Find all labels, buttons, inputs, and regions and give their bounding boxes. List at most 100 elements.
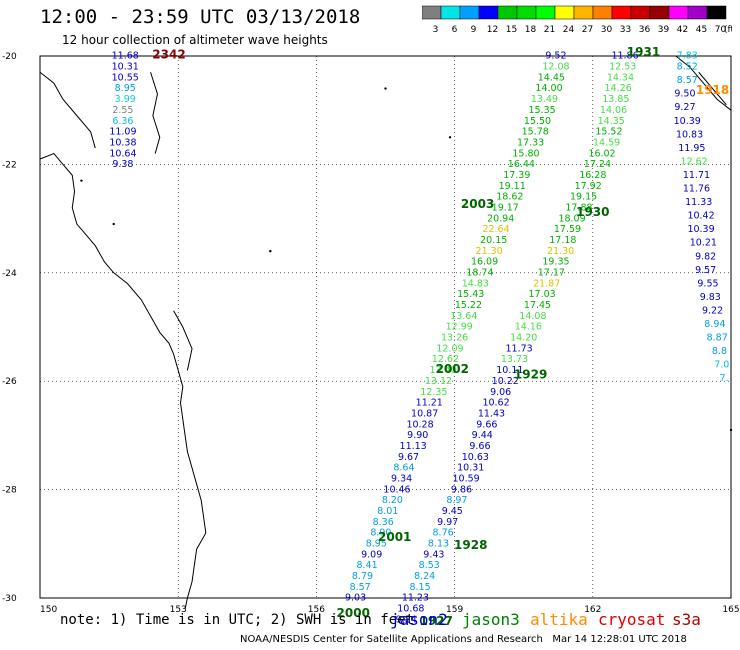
wave-height-point: 13.26 (441, 333, 468, 344)
wave-height-point: 9.34 (391, 473, 412, 484)
island-icon (112, 222, 115, 226)
fraser-island (173, 310, 193, 371)
wave-height-point: 16.09 (471, 257, 498, 268)
colorbar-tick-label: 33 (620, 25, 631, 35)
colorbar-tick-label: 39 (658, 25, 670, 35)
pass-time-label: 1930 (576, 205, 609, 219)
wave-height-point: 17.88 (565, 202, 592, 213)
wave-height-point: 10.38 (109, 137, 136, 148)
wave-height-point: 9.57 (695, 265, 716, 276)
colorbar-tick-label: 6 (452, 25, 458, 35)
wave-height-point: 9.24 (396, 614, 417, 625)
wave-height-point: 10.62 (482, 398, 509, 409)
lon-tick-label: 156 (308, 605, 325, 615)
wave-height-point: 12.09 (436, 343, 463, 354)
wave-height-point: 7.83 (677, 51, 698, 62)
wave-height-point: 8.57 (677, 75, 698, 86)
wave-height-point: 9.67 (398, 452, 419, 463)
wave-height-point: 10.87 (411, 408, 438, 419)
island-icon (269, 249, 272, 253)
pass-time-label: 1931 (627, 45, 660, 59)
island-icon (80, 179, 83, 182)
wave-height-point: 11.13 (400, 441, 427, 452)
wave-height-point: 15.43 (457, 289, 484, 300)
wave-height-point: 8.97 (446, 495, 467, 506)
wave-height-point: 8.57 (350, 582, 371, 593)
wave-height-point: 10.64 (109, 148, 136, 159)
note-text: note: 1) Time is in UTC; 2) SWH is in fe… (60, 612, 415, 628)
wave-height-point: 10.63 (462, 452, 489, 463)
wave-height-point: 22.64 (482, 224, 509, 235)
page-title: 12:00 - 23:59 UTC 03/13/2018 (40, 6, 361, 28)
wave-height-point: 14.16 (515, 322, 542, 333)
colorbar-tick-label: 70 (715, 25, 727, 35)
wave-height-point: 8.20 (382, 495, 403, 506)
wave-height-point: 8.79 (352, 571, 373, 582)
wave-height-point: 8.94 (704, 319, 725, 330)
legend-jason2: jason2 (390, 610, 448, 629)
pass-time-label: 2001 (378, 530, 411, 544)
page-subtitle: 12 hour collection of altimeter wave hei… (62, 33, 328, 47)
lon-tick-label: 165 (722, 605, 739, 615)
wave-height-point: 15.52 (595, 127, 622, 138)
lat-tick-label: -24 (2, 269, 17, 279)
lon-tick-label: 162 (584, 605, 601, 615)
wave-height-point: 14.35 (598, 116, 625, 127)
wave-height-point: 14.06 (600, 105, 627, 116)
wave-height-point: 15.78 (522, 127, 549, 138)
wave-height-point: 13.12 (425, 376, 452, 387)
wave-height-point: 12.62 (681, 156, 708, 167)
wave-height-point: 11.76 (683, 184, 710, 195)
colorbar-tick-label: 9 (471, 25, 477, 35)
lon-tick-label: 150 (40, 605, 57, 615)
wave-height-point: 10.21 (690, 238, 717, 249)
legend-s3a: s3a (672, 610, 701, 629)
wave-height-point: 11.23 (402, 593, 429, 604)
legend-cryosat: cryosat (598, 610, 666, 629)
wave-height-point: 6.36 (112, 116, 133, 127)
wave-height-point: 9.83 (700, 292, 721, 303)
lat-tick-label: -30 (2, 594, 17, 604)
wave-height-point: 11.43 (478, 408, 505, 419)
wave-height-point: 10.39 (687, 224, 714, 235)
wave-height-point: 9.27 (674, 102, 695, 113)
wave-height-point: 17.24 (584, 159, 611, 170)
wave-height-point: 8.90 (370, 528, 391, 539)
wave-height-point: 12.53 (609, 62, 636, 73)
wave-height-point: 17.59 (554, 224, 581, 235)
wave-height-point: 10.42 (687, 211, 714, 222)
wave-height-point: 11.73 (505, 343, 532, 354)
footer-credit: NOAA/NESDIS Center for Satellite Applica… (240, 634, 687, 645)
island-icon (729, 428, 733, 432)
colorbar-tick-label: 30 (601, 25, 613, 35)
new-caledonia-inner (698, 71, 727, 106)
wave-height-point: 9.90 (407, 430, 428, 441)
wave-height-point: 14.34 (607, 72, 634, 83)
colorbar-swatch (706, 5, 727, 20)
wave-height-point: 3.99 (115, 94, 136, 105)
wave-height-point: 11.09 (109, 127, 136, 138)
lat-tick-label: -28 (2, 486, 17, 496)
wave-height-point: 10.55 (112, 72, 139, 83)
wave-height-point: 10.11 (496, 365, 523, 376)
pass-time-label: 1929 (514, 367, 547, 381)
wave-height-point: 8.95 (366, 539, 387, 550)
wave-height-point: 19.35 (542, 257, 569, 268)
wave-height-point: 14.59 (593, 137, 620, 148)
wave-height-point: 14.26 (605, 83, 632, 94)
pass-time-label: 1928 (454, 538, 487, 552)
wave-height-point: 9.86 (451, 484, 472, 495)
wave-height-point: 9.44 (472, 430, 493, 441)
reef-outline (150, 72, 161, 154)
wave-height-point: 14.83 (462, 278, 489, 289)
wave-height-point: 9.09 (361, 549, 382, 560)
wave-height-point: 21.30 (476, 246, 503, 257)
colorbar-tick-label: 27 (582, 25, 593, 35)
wave-height-point: 9.52 (545, 51, 566, 62)
wave-height-point: 13.40 (429, 365, 456, 376)
wave-height-point: 16.28 (579, 170, 606, 181)
wave-height-point: 8.13 (428, 539, 449, 550)
wave-height-point: 9.22 (702, 305, 723, 316)
wave-height-point: 9.38 (112, 159, 133, 170)
wave-height-point: 19.11 (499, 181, 526, 192)
